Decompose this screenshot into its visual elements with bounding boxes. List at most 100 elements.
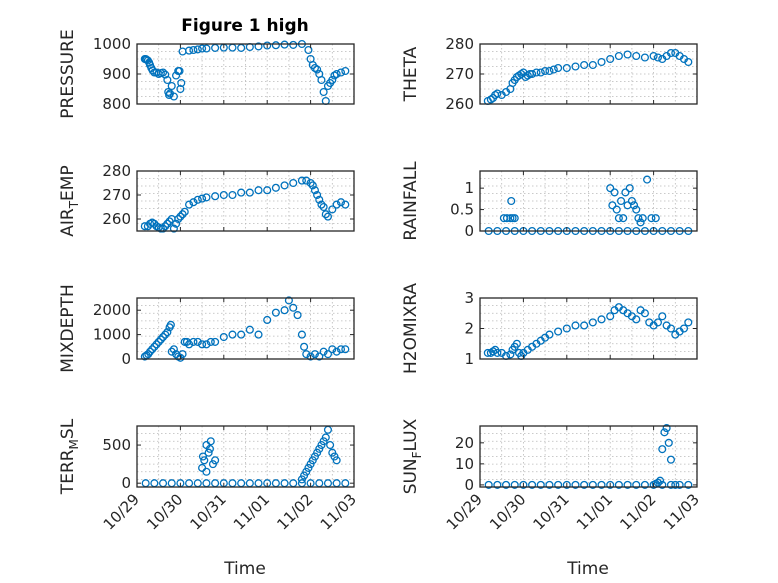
- data-point: [315, 479, 324, 488]
- data-point: [536, 68, 545, 77]
- data-point: [204, 448, 213, 457]
- data-point: [483, 348, 492, 357]
- x-tick-label: 11/02: [616, 490, 659, 533]
- y-axis-label: RAINFALL: [401, 161, 421, 241]
- data-point: [163, 328, 172, 337]
- data-point: [174, 214, 183, 224]
- data-point: [328, 205, 337, 214]
- data-point: [176, 84, 185, 94]
- data-point: [597, 480, 606, 489]
- data-point: [254, 479, 263, 488]
- y-tick-label: 280: [102, 162, 131, 180]
- y-tick-label: 500: [102, 436, 131, 454]
- data-point: [154, 337, 163, 346]
- data-point: [528, 69, 537, 79]
- data-point: [326, 441, 335, 450]
- data-point: [623, 201, 632, 210]
- data-point: [169, 92, 178, 101]
- data-point: [666, 455, 676, 464]
- data-point: [554, 63, 563, 73]
- data-point: [571, 62, 580, 71]
- data-point: [612, 205, 621, 214]
- data-point: [158, 68, 168, 77]
- data-point: [185, 46, 194, 55]
- data-point: [323, 212, 333, 221]
- x-tick-label: 11/01: [573, 490, 616, 533]
- data-point: [254, 42, 263, 51]
- y-tick-label: 0: [464, 222, 474, 240]
- data-point: [280, 479, 289, 488]
- data-point: [206, 337, 215, 346]
- data-point: [175, 66, 184, 76]
- data-point: [156, 335, 165, 344]
- data-point: [571, 321, 580, 330]
- data-point: [202, 479, 211, 488]
- data-point: [632, 205, 641, 214]
- data-point: [523, 71, 532, 80]
- data-point: [178, 350, 187, 359]
- x-axis-label-right: Time: [566, 559, 609, 579]
- data-point: [658, 312, 667, 321]
- data-point: [163, 219, 172, 228]
- data-point: [541, 66, 550, 76]
- data-point: [178, 210, 187, 219]
- data-point: [675, 480, 684, 489]
- data-point: [636, 218, 645, 227]
- data-point: [263, 315, 272, 325]
- data-point: [323, 350, 333, 359]
- data-point: [562, 480, 571, 489]
- data-point: [289, 479, 298, 488]
- y-tick-label: 2000: [93, 301, 131, 319]
- data-point: [193, 195, 202, 204]
- axes-box: [136, 297, 355, 360]
- x-tick-label: 10/31: [530, 490, 573, 533]
- data-point: [306, 352, 315, 361]
- data-point: [237, 479, 246, 488]
- data-point: [614, 214, 623, 223]
- y-tick-label: 1000: [93, 326, 131, 344]
- data-point: [666, 48, 676, 58]
- data-point: [167, 81, 176, 91]
- data-point: [328, 345, 337, 354]
- y-axis-label: H2OMIXRA: [401, 283, 421, 374]
- axes-box: [479, 170, 698, 232]
- data-point: [658, 445, 667, 454]
- data-point: [145, 347, 155, 356]
- x-tick-label: 10/29: [443, 490, 486, 533]
- y-axis-label: PRESSURE: [58, 29, 78, 118]
- data-point: [211, 456, 220, 465]
- data-point: [640, 53, 649, 62]
- x-tick-label: 11/01: [230, 490, 273, 533]
- data-point: [643, 175, 652, 184]
- data-point: [549, 65, 558, 74]
- data-point: [614, 480, 623, 489]
- data-point: [219, 332, 228, 342]
- data-point: [185, 479, 194, 488]
- data-point: [310, 186, 319, 195]
- data-point: [627, 196, 636, 206]
- data-point: [610, 188, 619, 197]
- data-point: [198, 452, 208, 461]
- data-point: [302, 350, 311, 359]
- data-point: [161, 222, 170, 231]
- data-point: [580, 480, 589, 489]
- data-point: [501, 480, 511, 489]
- data-point: [200, 456, 209, 465]
- data-point: [193, 479, 202, 488]
- data-point: [302, 176, 311, 185]
- data-point: [306, 178, 315, 188]
- data-point: [202, 467, 211, 476]
- data-point: [528, 480, 537, 489]
- data-point: [271, 183, 280, 192]
- data-point: [536, 480, 545, 489]
- data-point: [545, 330, 554, 339]
- data-point: [625, 184, 634, 193]
- data-point: [332, 200, 341, 209]
- data-point: [313, 65, 322, 74]
- y-tick-label: 270: [102, 186, 131, 204]
- data-point: [679, 324, 689, 333]
- data-point: [254, 186, 263, 195]
- data-point: [141, 479, 150, 488]
- data-point: [588, 318, 597, 327]
- data-point: [562, 324, 571, 333]
